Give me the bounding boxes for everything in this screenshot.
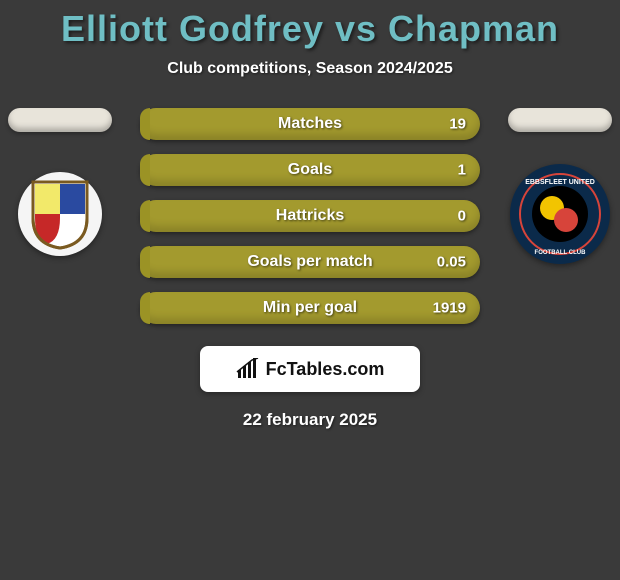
svg-text:EBBSFLEET UNITED: EBBSFLEET UNITED bbox=[525, 179, 595, 186]
right-club-crest: EBBSFLEET UNITED FOOTBALL CLUB bbox=[510, 164, 610, 264]
stat-label: Goals bbox=[288, 161, 332, 179]
stat-fill-left bbox=[140, 292, 150, 324]
stat-bar: Min per goal 1919 bbox=[140, 292, 480, 324]
left-player-column bbox=[0, 108, 120, 264]
stat-bar: Goals 1 bbox=[140, 154, 480, 186]
branding-badge[interactable]: FcTables.com bbox=[200, 346, 420, 392]
stat-value-right: 1919 bbox=[433, 300, 466, 317]
svg-text:FOOTBALL CLUB: FOOTBALL CLUB bbox=[535, 250, 587, 256]
stat-label: Hattricks bbox=[276, 207, 344, 225]
stat-fill-left bbox=[140, 154, 150, 186]
stats-list: Matches 19 Goals 1 Hattricks 0 Goals per match… bbox=[140, 108, 480, 324]
stat-bar: Goals per match 0.05 bbox=[140, 246, 480, 278]
page-title: Elliott Godfrey vs Chapman bbox=[0, 0, 620, 50]
stat-value-right: 19 bbox=[449, 116, 466, 133]
stat-fill-left bbox=[140, 200, 150, 232]
left-player-pill bbox=[8, 108, 112, 132]
subtitle: Club competitions, Season 2024/2025 bbox=[0, 60, 620, 78]
right-player-column: EBBSFLEET UNITED FOOTBALL CLUB bbox=[500, 108, 620, 264]
stat-label: Goals per match bbox=[247, 253, 372, 271]
stat-bar: Hattricks 0 bbox=[140, 200, 480, 232]
left-club-crest bbox=[10, 164, 110, 264]
stat-value-right: 0 bbox=[458, 208, 466, 225]
bar-chart-icon bbox=[236, 358, 260, 380]
right-player-pill bbox=[508, 108, 612, 132]
comparison-panel: EBBSFLEET UNITED FOOTBALL CLUB Matches 19… bbox=[0, 108, 620, 430]
stat-label: Matches bbox=[278, 115, 342, 133]
stat-bar: Matches 19 bbox=[140, 108, 480, 140]
shield-icon bbox=[29, 178, 91, 250]
stat-value-right: 0.05 bbox=[437, 254, 466, 271]
badge-icon: EBBSFLEET UNITED FOOTBALL CLUB bbox=[510, 164, 610, 264]
stat-label: Min per goal bbox=[263, 299, 357, 317]
stat-fill-left bbox=[140, 246, 150, 278]
date-text: 22 february 2025 bbox=[0, 410, 620, 430]
stat-fill-left bbox=[140, 108, 150, 140]
stat-value-right: 1 bbox=[458, 162, 466, 179]
branding-text: FcTables.com bbox=[266, 359, 385, 380]
